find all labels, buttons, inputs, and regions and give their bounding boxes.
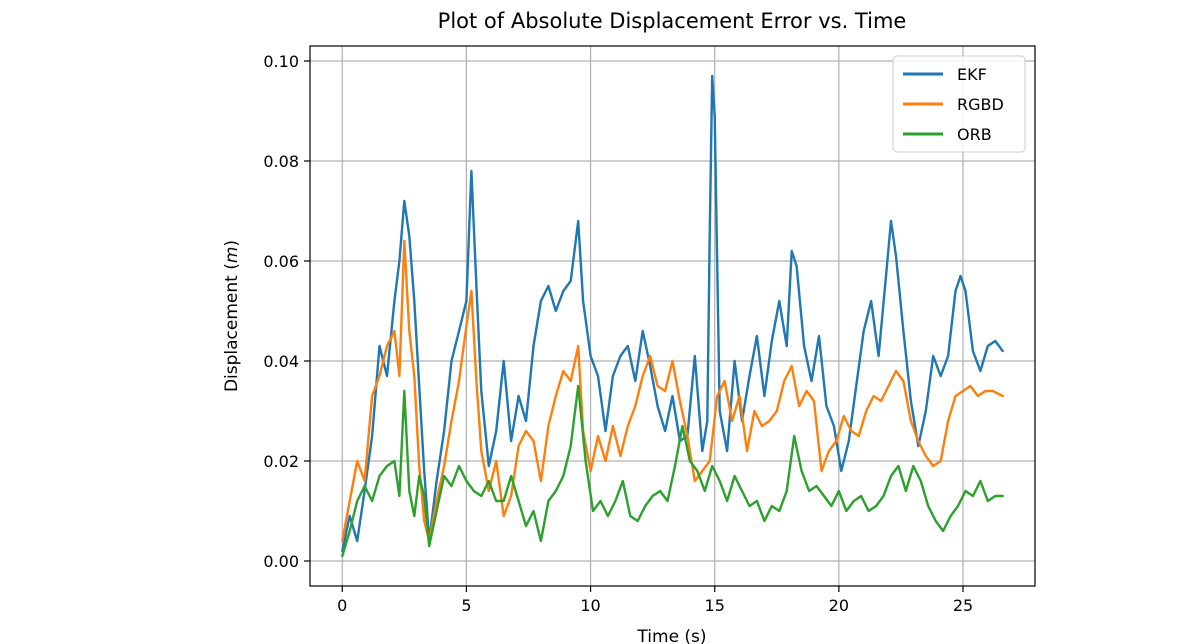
- legend-label-ekf: EKF: [957, 65, 987, 84]
- plot-frame: [309, 45, 1036, 587]
- legend-box: [892, 55, 1026, 153]
- x-tick-label: 0: [337, 596, 347, 615]
- y-tick-label: 0.06: [263, 252, 299, 271]
- y-tick-label: 0.10: [263, 52, 299, 71]
- x-tick-label: 20: [829, 596, 849, 615]
- series-line-orb: [341, 384, 1004, 558]
- y-axis-title: Displacement (m): [222, 240, 242, 392]
- series-line-rgbd: [341, 239, 1004, 543]
- y-axis: 0.00 0.02 0.04 0.06 0.08 0.10: [263, 52, 310, 571]
- y-axis-title-suffix: ): [222, 240, 242, 247]
- legend: EKF RGBD ORB: [892, 55, 1026, 153]
- x-tick-label: 5: [461, 596, 471, 615]
- legend-label-orb: ORB: [957, 125, 992, 144]
- x-tick-label: 15: [705, 596, 725, 615]
- legend-label-rgbd: RGBD: [957, 95, 1004, 114]
- y-tick-label: 0.00: [263, 552, 299, 571]
- series-line-ekf: [341, 74, 1004, 553]
- chart-title: Plot of Absolute Displacement Error vs. …: [438, 9, 907, 33]
- y-axis-title-unit: m: [222, 247, 242, 264]
- y-tick-label: 0.08: [263, 152, 299, 171]
- x-tick-label: 10: [580, 596, 600, 615]
- x-axis: 0 5 10 15 20 25: [337, 586, 973, 615]
- y-tick-label: 0.04: [263, 352, 299, 371]
- x-axis-title: Time (s): [636, 627, 706, 644]
- series-layer: [341, 74, 1004, 558]
- y-tick-label: 0.02: [263, 452, 299, 471]
- y-axis-title-prefix: Displacement (: [222, 263, 242, 392]
- x-tick-label: 25: [953, 596, 973, 615]
